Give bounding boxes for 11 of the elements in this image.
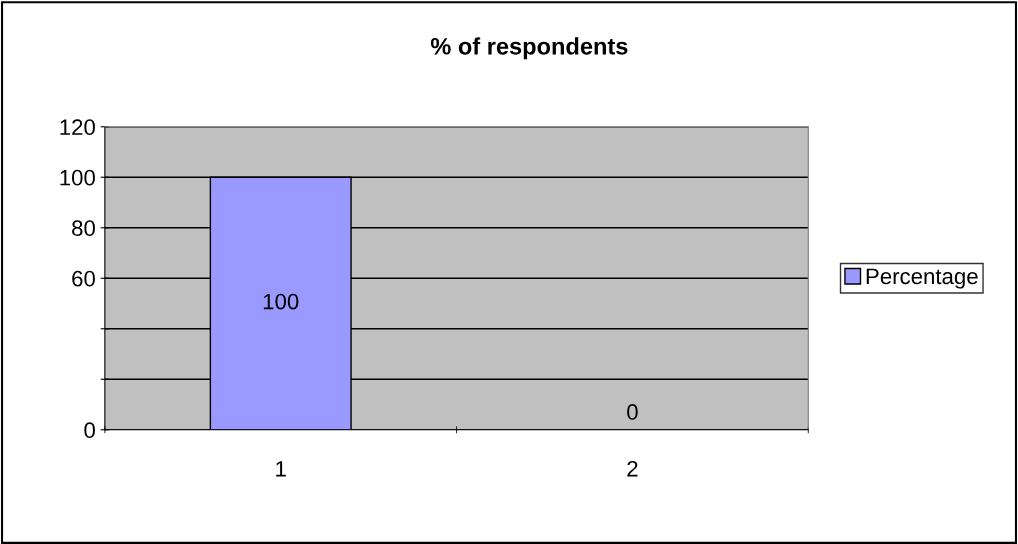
y-tick-label: 80 (72, 220, 95, 237)
data-label: 0 (627, 404, 638, 420)
y-tick-label: 120 (60, 119, 95, 136)
x-tick-label: 1 (276, 461, 286, 477)
y-tick-label: 60 (72, 270, 95, 287)
y-tick-label: 0 (84, 422, 95, 439)
data-label: 100 (263, 293, 299, 310)
y-tick-label: 100 (60, 169, 95, 186)
chart-title: % of respondents (430, 37, 628, 60)
x-tick-label: 2 (627, 460, 638, 477)
legend-label: Percentage (866, 268, 978, 289)
